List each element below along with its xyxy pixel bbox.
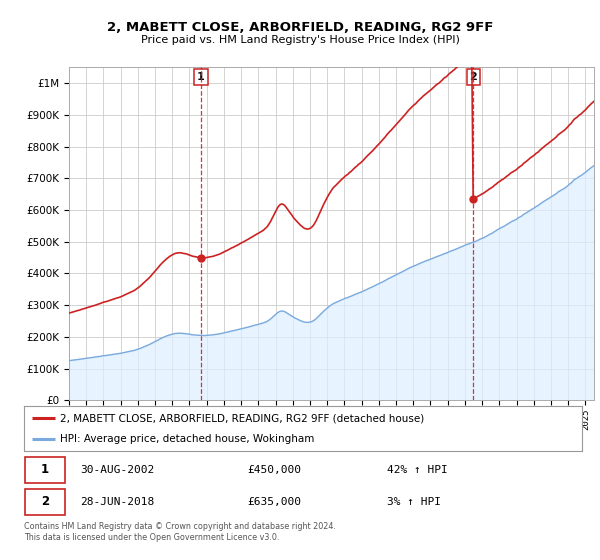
Text: Contains HM Land Registry data © Crown copyright and database right 2024.: Contains HM Land Registry data © Crown c…: [24, 522, 336, 531]
Text: 2: 2: [469, 72, 477, 82]
Text: £450,000: £450,000: [247, 465, 301, 475]
FancyBboxPatch shape: [25, 489, 65, 515]
Text: 1: 1: [197, 72, 205, 82]
Text: 3% ↑ HPI: 3% ↑ HPI: [387, 497, 440, 507]
Text: Price paid vs. HM Land Registry's House Price Index (HPI): Price paid vs. HM Land Registry's House …: [140, 35, 460, 45]
Text: 1: 1: [41, 463, 49, 476]
Text: HPI: Average price, detached house, Wokingham: HPI: Average price, detached house, Woki…: [60, 433, 314, 444]
Text: 2: 2: [41, 496, 49, 508]
Text: 42% ↑ HPI: 42% ↑ HPI: [387, 465, 448, 475]
Text: 2, MABETT CLOSE, ARBORFIELD, READING, RG2 9FF: 2, MABETT CLOSE, ARBORFIELD, READING, RG…: [107, 21, 493, 34]
Text: 28-JUN-2018: 28-JUN-2018: [80, 497, 154, 507]
Text: 2, MABETT CLOSE, ARBORFIELD, READING, RG2 9FF (detached house): 2, MABETT CLOSE, ARBORFIELD, READING, RG…: [60, 413, 425, 423]
Text: £635,000: £635,000: [247, 497, 301, 507]
Text: This data is licensed under the Open Government Licence v3.0.: This data is licensed under the Open Gov…: [24, 533, 280, 542]
FancyBboxPatch shape: [25, 457, 65, 483]
Text: 30-AUG-2002: 30-AUG-2002: [80, 465, 154, 475]
